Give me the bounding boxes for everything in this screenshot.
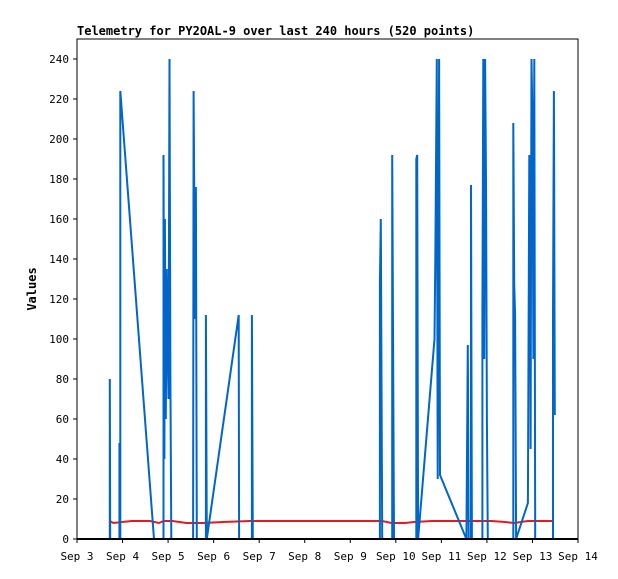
series-line-2 bbox=[108, 58, 556, 540]
chart-title: Telemetry for PY2OAL-9 over last 240 hou… bbox=[77, 24, 474, 38]
y-tick-label: 180 bbox=[49, 173, 69, 186]
x-tick-label: Sep 14 bbox=[558, 550, 598, 563]
y-axis: 0 20 40 60 80 100 120 140 160 180 200 220 240 bbox=[49, 53, 77, 546]
x-tick-label: Sep 7 bbox=[243, 550, 276, 563]
y-axis-label: Values bbox=[25, 267, 39, 310]
y-tick-label: 240 bbox=[49, 53, 69, 66]
x-tick-label: Sep 5 bbox=[152, 550, 185, 563]
y-tick-label: 200 bbox=[49, 133, 69, 146]
x-tick-label: Sep 9 bbox=[334, 550, 367, 563]
y-tick-label: 20 bbox=[56, 493, 69, 506]
y-tick-label: 220 bbox=[49, 93, 69, 106]
y-tick-label: 160 bbox=[49, 213, 69, 226]
y-tick-label: 60 bbox=[56, 413, 69, 426]
series-layer bbox=[108, 58, 556, 540]
x-tick-label: Sep 4 bbox=[106, 550, 139, 563]
x-tick-label: Sep 3 bbox=[60, 550, 93, 563]
y-tick-label: 120 bbox=[49, 293, 69, 306]
series-line-1 bbox=[109, 520, 553, 525]
y-tick-label: 80 bbox=[56, 373, 69, 386]
y-tick-label: 0 bbox=[62, 533, 69, 546]
x-tick-label: Sep 13 bbox=[513, 550, 553, 563]
x-tick-label: Sep 12 bbox=[467, 550, 507, 563]
y-tick-label: 40 bbox=[56, 453, 69, 466]
x-tick-label: Sep 10 bbox=[376, 550, 416, 563]
x-axis: Sep 3 Sep 4 Sep 5 Sep 6 Sep 7 Sep 8 Sep 9 Sep 1… bbox=[60, 539, 598, 563]
x-tick-label: Sep 6 bbox=[197, 550, 230, 563]
x-tick-label: Sep 8 bbox=[288, 550, 321, 563]
x-tick-label: Sep 11 bbox=[421, 550, 461, 563]
y-tick-label: 140 bbox=[49, 253, 69, 266]
y-tick-label: 100 bbox=[49, 333, 69, 346]
